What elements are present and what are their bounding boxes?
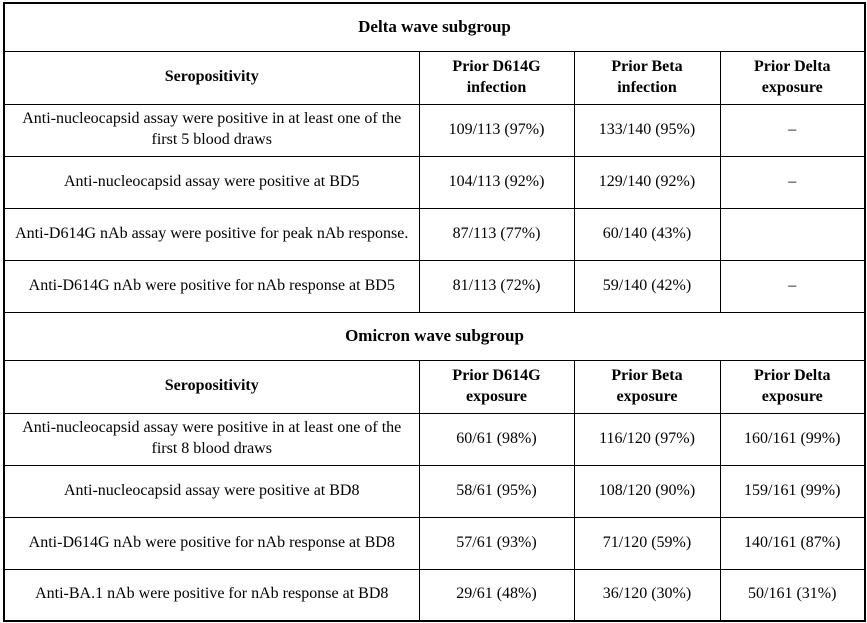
column-header-prior-delta: Prior Delta exposure xyxy=(719,359,866,414)
column-header-seropositivity: Seropositivity xyxy=(3,50,420,105)
cell-value: 140/161 (87%) xyxy=(719,516,866,570)
cell-value: 57/61 (93%) xyxy=(418,516,575,570)
cell-value: 60/61 (98%) xyxy=(418,412,575,466)
cell-value: – xyxy=(719,103,866,157)
cell-value: 109/113 (97%) xyxy=(418,103,575,157)
column-header-prior-d614g: Prior D614G exposure xyxy=(418,359,575,414)
cell-value xyxy=(719,207,866,261)
row-label: Anti-BA.1 nAb were positive for nAb resp… xyxy=(3,568,420,622)
column-header-prior-d614g: Prior D614G infection xyxy=(418,50,575,105)
cell-value: 81/113 (72%) xyxy=(418,259,575,313)
cell-value: 50/161 (31%) xyxy=(719,568,866,622)
cell-value: 159/161 (99%) xyxy=(719,464,866,518)
cell-value: 104/113 (92%) xyxy=(418,155,575,209)
section-row-delta: Delta wave subgroup xyxy=(3,2,866,52)
table-row: Anti-nucleocapsid assay were positive in… xyxy=(3,412,866,466)
cell-value: – xyxy=(719,155,866,209)
row-label: Anti-D614G nAb were positive for nAb res… xyxy=(3,516,420,570)
cell-value: 160/161 (99%) xyxy=(719,412,866,466)
row-label: Anti-D614G nAb were positive for nAb res… xyxy=(3,259,420,313)
row-label: Anti-nucleocapsid assay were positive in… xyxy=(3,103,420,157)
cell-value: 133/140 (95%) xyxy=(573,103,721,157)
cell-value: 59/140 (42%) xyxy=(573,259,721,313)
header-row-delta: Seropositivity Prior D614G infection Pri… xyxy=(3,50,866,105)
column-header-prior-beta: Prior Beta infection xyxy=(573,50,721,105)
table-row: Anti-nucleocapsid assay were positive at… xyxy=(3,155,866,209)
row-label: Anti-D614G nAb assay were positive for p… xyxy=(3,207,420,261)
cell-value: 36/120 (30%) xyxy=(573,568,721,622)
table-row: Anti-D614G nAb were positive for nAb res… xyxy=(3,516,866,570)
cell-value: 29/61 (48%) xyxy=(418,568,575,622)
section-row-omicron: Omicron wave subgroup xyxy=(3,311,866,361)
cell-value: 129/140 (92%) xyxy=(573,155,721,209)
header-row-omicron: Seropositivity Prior D614G exposure Prio… xyxy=(3,359,866,414)
table-row: Anti-D614G nAb were positive for nAb res… xyxy=(3,259,866,313)
cell-value: 71/120 (59%) xyxy=(573,516,721,570)
row-label: Anti-nucleocapsid assay were positive at… xyxy=(3,464,420,518)
cell-value: 58/61 (95%) xyxy=(418,464,575,518)
column-header-seropositivity: Seropositivity xyxy=(3,359,420,414)
cell-value: 60/140 (43%) xyxy=(573,207,721,261)
row-label: Anti-nucleocapsid assay were positive in… xyxy=(3,412,420,466)
row-label: Anti-nucleocapsid assay were positive at… xyxy=(3,155,420,209)
section-title-delta: Delta wave subgroup xyxy=(3,2,866,52)
section-title-omicron: Omicron wave subgroup xyxy=(3,311,866,361)
seropositivity-table: Delta wave subgroup Seropositivity Prior… xyxy=(3,2,867,622)
cell-value: 108/120 (90%) xyxy=(573,464,721,518)
table-row: Anti-D614G nAb assay were positive for p… xyxy=(3,207,866,261)
cell-value: 87/113 (77%) xyxy=(418,207,575,261)
column-header-prior-beta: Prior Beta exposure xyxy=(573,359,721,414)
column-header-prior-delta: Prior Delta exposure xyxy=(719,50,866,105)
table-row: Anti-nucleocapsid assay were positive at… xyxy=(3,464,866,518)
table-row: Anti-BA.1 nAb were positive for nAb resp… xyxy=(3,568,866,622)
cell-value: – xyxy=(719,259,866,313)
table-row: Anti-nucleocapsid assay were positive in… xyxy=(3,103,866,157)
cell-value: 116/120 (97%) xyxy=(573,412,721,466)
